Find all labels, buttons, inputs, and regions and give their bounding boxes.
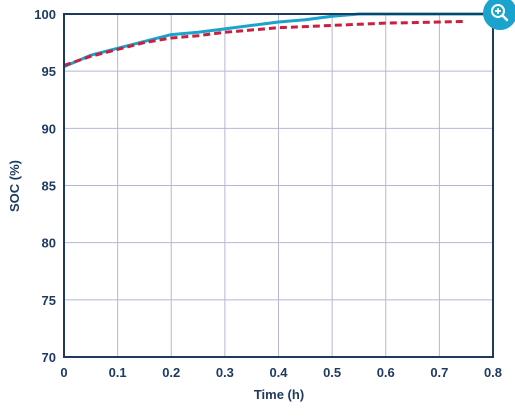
x-tick-label: 0.1 [109,365,127,380]
dashed-series-line [63,19,467,67]
y-tick-label: 100 [34,7,56,22]
y-tick-label: 70 [42,350,56,365]
y-tick-label: 75 [42,293,56,308]
x-tick-label: 0.4 [269,365,288,380]
y-axis-title: SOC (%) [7,160,22,212]
y-tick-label: 95 [42,64,56,79]
grid-lines [63,13,494,358]
plot-border [63,13,494,358]
x-tick-label: 0.5 [323,365,341,380]
x-tick-label: 0.3 [216,365,234,380]
plot-frame [63,13,494,358]
x-tick-label: 0.2 [162,365,180,380]
y-tick-label: 90 [42,121,56,136]
x-tick-label: 0.6 [377,365,395,380]
y-tick-label: 85 [42,179,56,194]
y-tick-label: 80 [42,236,56,251]
x-tick-label: 0.8 [484,365,502,380]
x-tick-label: 0.7 [430,365,448,380]
x-axis-title: Time (h) [254,387,304,402]
zoom-in-button[interactable] [483,0,515,30]
zoom-in-icon [483,0,515,30]
x-tick-label: 0 [60,365,67,380]
tick-labels: 0 0.1 0.2 0.3 0.4 0.5 0.6 0.7 0.8 70 75 80 85 90 95 100 [34,7,502,380]
